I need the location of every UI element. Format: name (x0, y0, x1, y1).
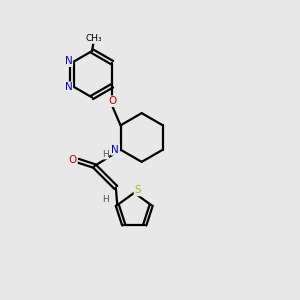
Text: S: S (134, 185, 141, 195)
Text: H: H (102, 195, 109, 204)
Text: N: N (111, 145, 119, 155)
Text: CH₃: CH₃ (85, 34, 102, 43)
Text: N: N (64, 82, 72, 92)
Text: O: O (69, 155, 77, 165)
Text: N: N (64, 56, 72, 66)
Text: O: O (108, 96, 116, 106)
Text: H: H (102, 150, 109, 159)
